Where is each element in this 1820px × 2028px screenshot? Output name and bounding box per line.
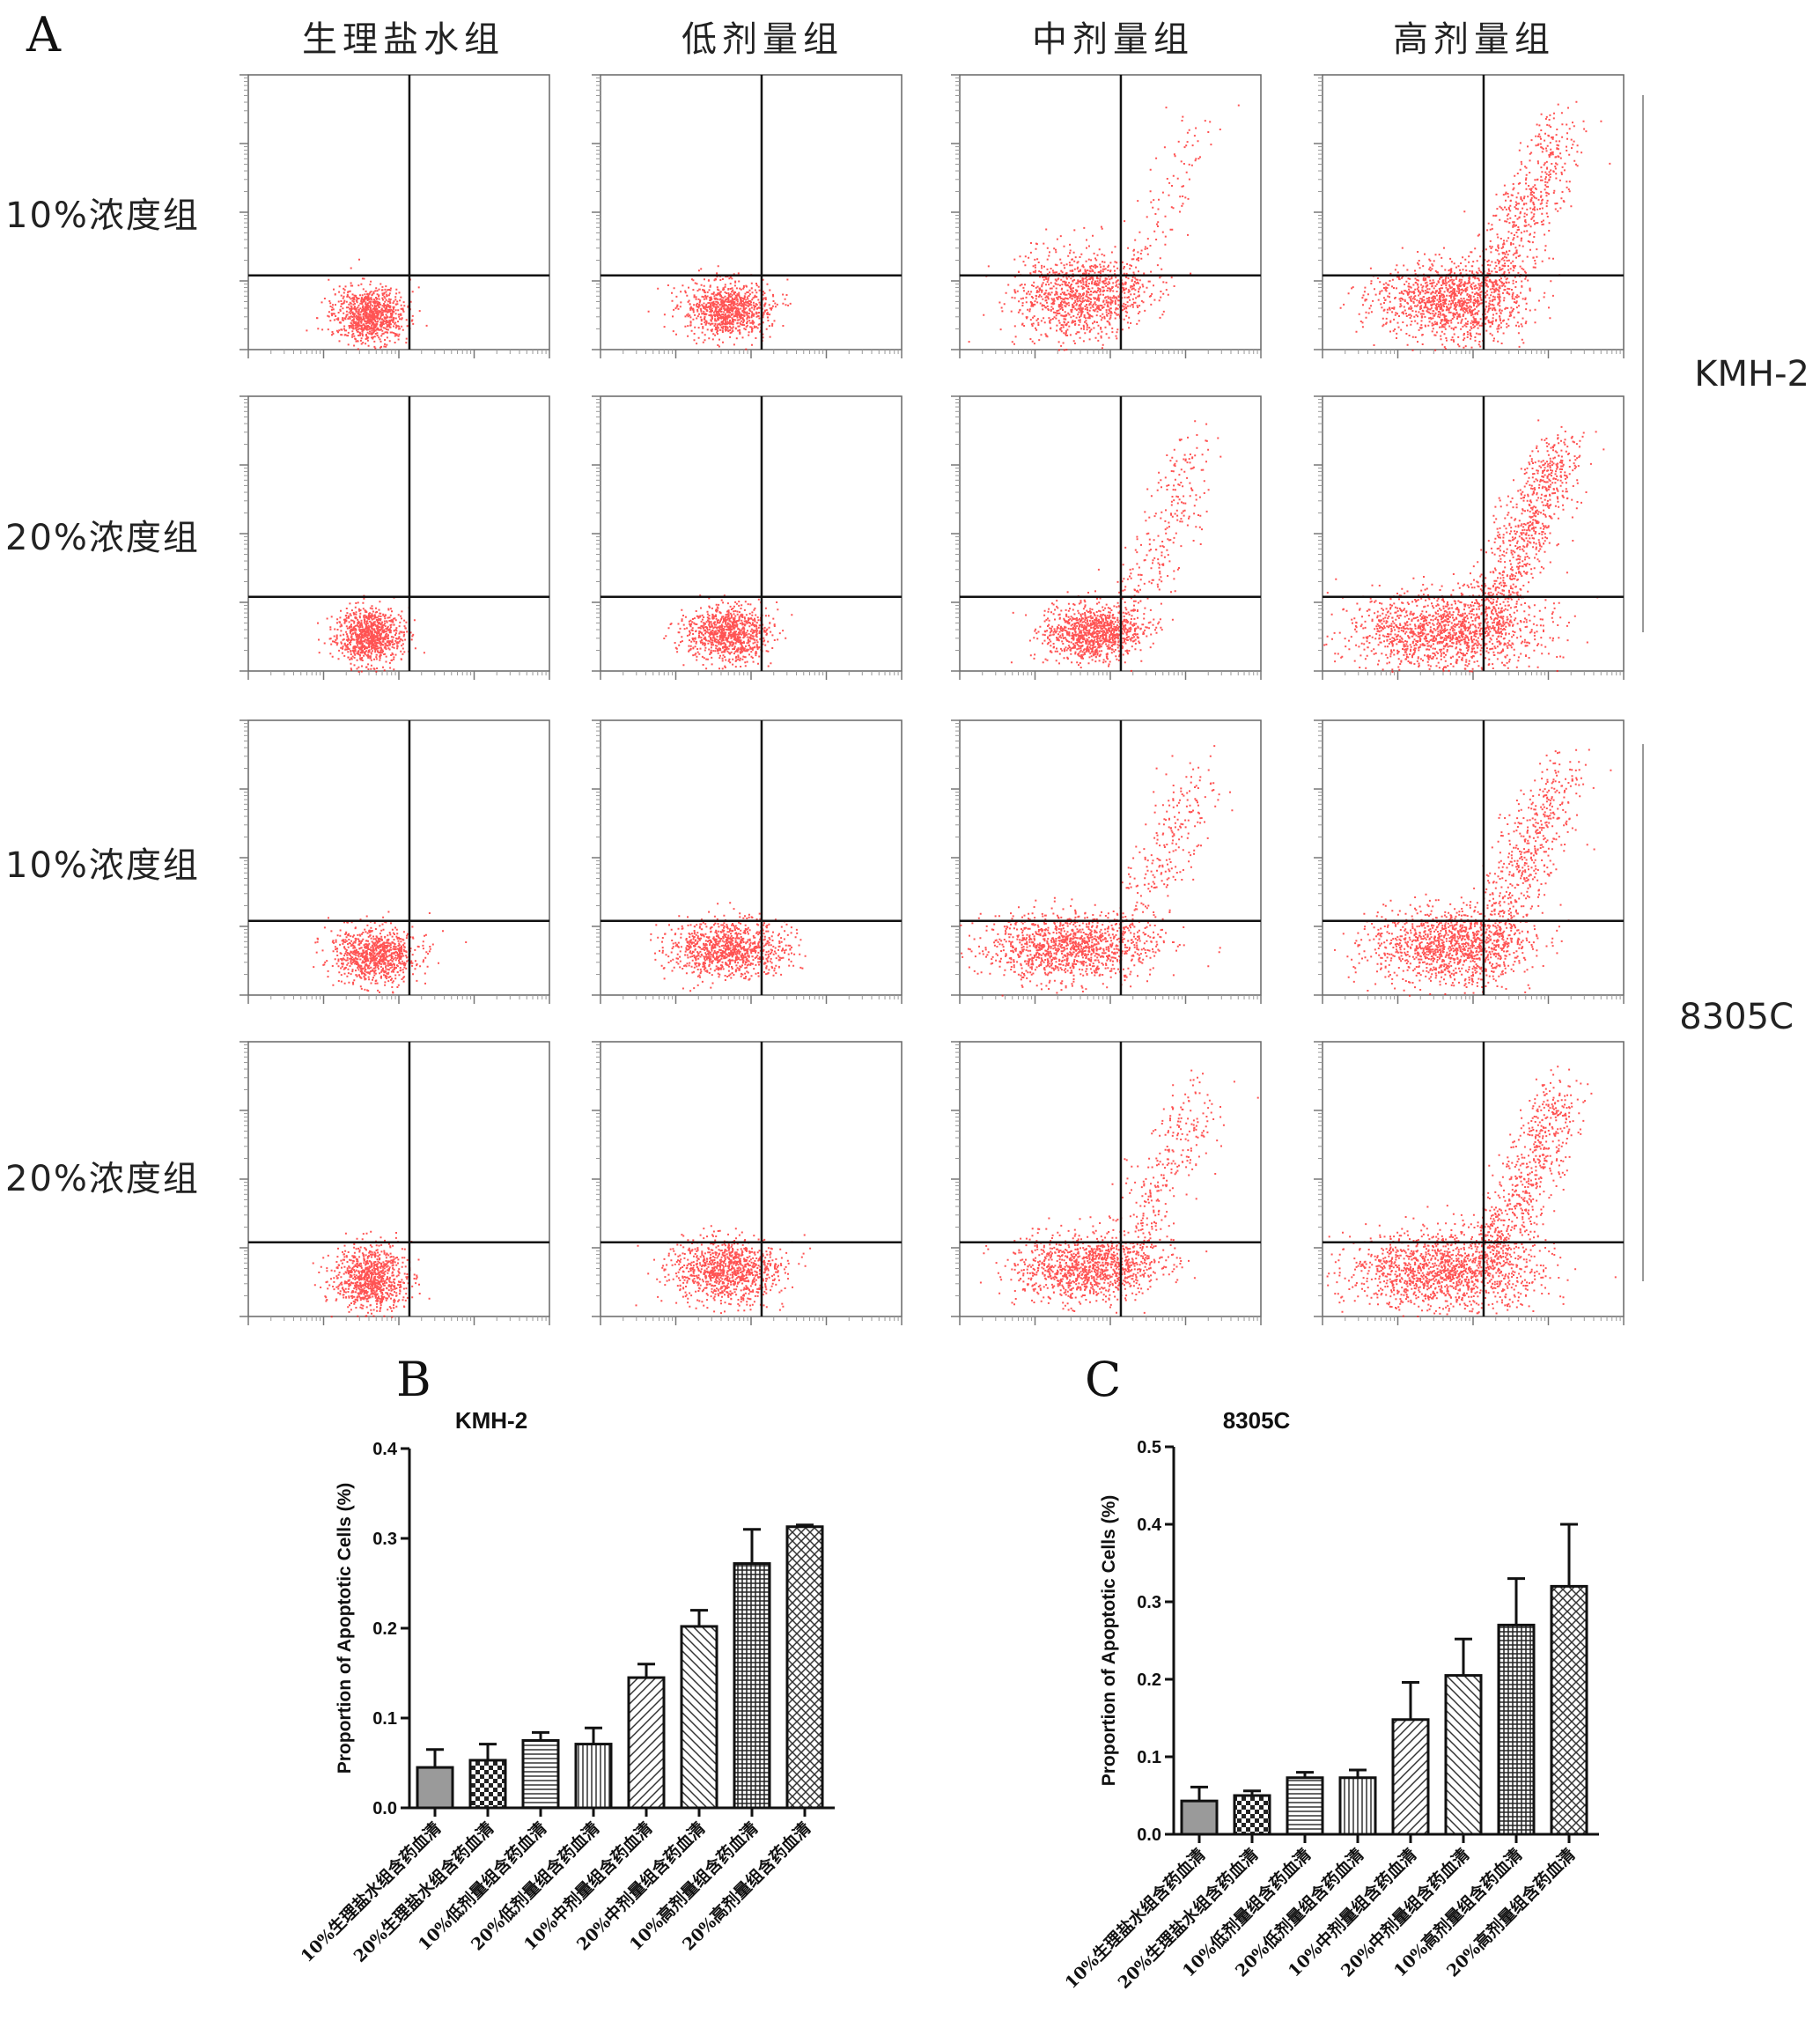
bar bbox=[680, 1625, 718, 1810]
x-tick-label: 10%低剂量组含药血清 bbox=[1178, 1844, 1315, 1980]
x-tick-label: 20%生理盐水组含药血清 bbox=[350, 1818, 498, 1966]
x-tick-label: 10%中剂量组含药血清 bbox=[519, 1818, 656, 1954]
x-tick-label: 20%生理盐水组含药血清 bbox=[1114, 1844, 1263, 1993]
row-label-4: 20%浓度组 bbox=[5, 1159, 200, 1199]
flow-plot-r1-c2 bbox=[592, 74, 903, 358]
bar bbox=[627, 1676, 666, 1810]
x-tick-label: 20%低剂量组含药血清 bbox=[1231, 1844, 1367, 1980]
bar-chart-8305c: 8305C Proportion of Apoptotic Cells (%) 0.… bbox=[1061, 1407, 1599, 1993]
flow-plot-r2-c4 bbox=[1314, 395, 1625, 680]
y-tick-label: 0.2 bbox=[1137, 1670, 1161, 1690]
panel-label-a: A bbox=[26, 7, 61, 63]
y-tick-label: 0.3 bbox=[372, 1530, 397, 1549]
x-tick-label: 20%高剂量组含药血清 bbox=[678, 1818, 814, 1954]
bar bbox=[785, 1525, 824, 1810]
bar bbox=[1338, 1776, 1377, 1836]
bar bbox=[1180, 1799, 1219, 1836]
flow-plot-r4-c4 bbox=[1314, 1041, 1625, 1325]
x-tick-label: 10%高剂量组含药血清 bbox=[625, 1818, 762, 1954]
flow-plot-r1-c4 bbox=[1314, 74, 1625, 358]
flow-plot-r4-c1 bbox=[239, 1041, 550, 1325]
y-tick-label: 0.0 bbox=[1137, 1825, 1161, 1845]
flow-cytometry-grid bbox=[239, 74, 1644, 1325]
bar bbox=[733, 1562, 771, 1810]
column-header-low-dose: 低剂量组 bbox=[682, 19, 844, 60]
flow-plot-r2-c2 bbox=[592, 395, 903, 680]
x-tick-label: 20%高剂量组含药血清 bbox=[1442, 1844, 1579, 1980]
x-tick-label: 10%高剂量组含药血清 bbox=[1389, 1844, 1526, 1980]
y-axis-label: Proportion of Apoptotic Cells (%) bbox=[335, 1483, 355, 1774]
bar bbox=[521, 1739, 560, 1810]
x-tick-label: 20%中剂量组含药血清 bbox=[572, 1818, 709, 1954]
x-tick-label: 20%低剂量组含药血清 bbox=[467, 1818, 603, 1954]
column-header-saline: 生理盐水组 bbox=[302, 19, 505, 60]
bar bbox=[1550, 1584, 1588, 1836]
row-label-3: 10%浓度组 bbox=[5, 845, 200, 886]
x-tick-label: 10%低剂量组含药血清 bbox=[414, 1818, 550, 1954]
bar bbox=[574, 1743, 613, 1810]
y-tick-label: 0.3 bbox=[1137, 1593, 1161, 1612]
x-tick-label: 10%中剂量组含药血清 bbox=[1284, 1844, 1420, 1980]
panel-label-b: B bbox=[396, 1352, 431, 1407]
x-tick-label: 10%生理盐水组含药血清 bbox=[1061, 1844, 1210, 1993]
flow-plot-r3-c4 bbox=[1314, 719, 1625, 1004]
y-tick-label: 0.1 bbox=[1137, 1748, 1161, 1767]
bar bbox=[1233, 1794, 1271, 1836]
flow-plot-r1-c1 bbox=[239, 74, 550, 358]
x-tick-label: 10%生理盐水组含药血清 bbox=[297, 1818, 446, 1966]
panel-label-c: C bbox=[1085, 1352, 1122, 1407]
bar bbox=[1391, 1718, 1430, 1836]
flow-plot-r4-c3 bbox=[951, 1041, 1262, 1325]
flow-plot-r1-c3 bbox=[951, 74, 1262, 358]
bar bbox=[416, 1766, 454, 1810]
row-label-2: 20%浓度组 bbox=[5, 518, 200, 558]
y-tick-label: 0.2 bbox=[372, 1619, 397, 1639]
y-tick-label: 0.4 bbox=[372, 1440, 398, 1459]
cell-line-label-kmh2: KMH-2 bbox=[1694, 354, 1809, 395]
bar bbox=[1286, 1776, 1324, 1836]
flow-plot-r3-c1 bbox=[239, 719, 550, 1004]
chart-title: 8305C bbox=[1223, 1407, 1291, 1434]
flow-plot-r3-c2 bbox=[592, 719, 903, 1004]
y-tick-label: 0.4 bbox=[1137, 1515, 1162, 1535]
bar bbox=[468, 1759, 507, 1810]
y-axis-label: Proportion of Apoptotic Cells (%) bbox=[1099, 1495, 1119, 1787]
flow-plot-r2-c1 bbox=[239, 395, 550, 680]
y-tick-label: 0.5 bbox=[1137, 1438, 1161, 1457]
y-tick-label: 0.0 bbox=[372, 1799, 397, 1818]
row-label-1: 10%浓度组 bbox=[5, 195, 200, 236]
bar bbox=[1497, 1623, 1536, 1836]
x-tick-label: 20%中剂量组含药血清 bbox=[1337, 1844, 1473, 1980]
y-tick-label: 0.1 bbox=[372, 1709, 397, 1729]
column-header-high-dose: 高剂量组 bbox=[1393, 19, 1555, 60]
flow-plot-r4-c2 bbox=[592, 1041, 903, 1325]
flow-plot-r2-c3 bbox=[951, 395, 1262, 680]
column-header-mid-dose: 中剂量组 bbox=[1032, 19, 1194, 60]
bar bbox=[1444, 1674, 1483, 1836]
flow-plot-r3-c3 bbox=[951, 719, 1262, 1004]
cell-line-label-8305c: 8305C bbox=[1679, 997, 1794, 1037]
bar-chart-kmh2: KMH-2 Proportion of Apoptotic Cells (%) 0.… bbox=[297, 1407, 835, 1966]
chart-title: KMH-2 bbox=[455, 1407, 527, 1434]
